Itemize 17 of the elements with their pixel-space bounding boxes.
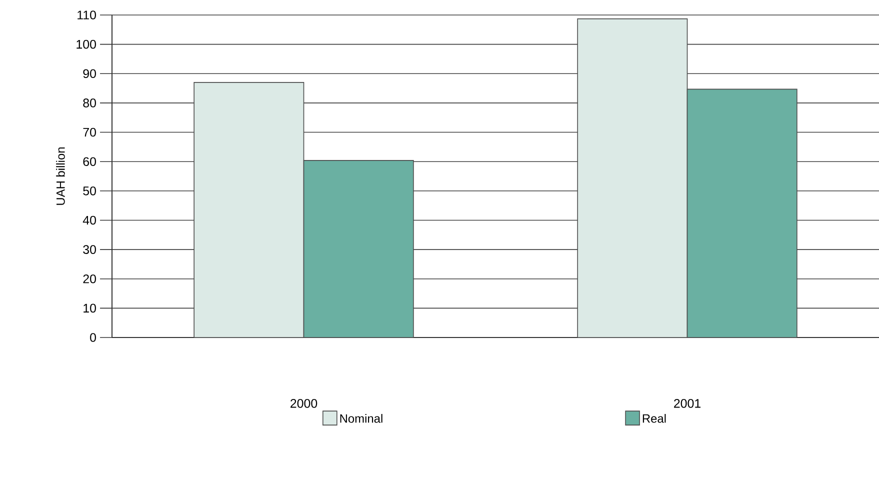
y-tick-label: 20 xyxy=(83,274,96,284)
y-tick-label: 80 xyxy=(83,98,96,108)
y-tick-label: 70 xyxy=(83,128,96,137)
legend-label: Nominal xyxy=(340,414,382,423)
y-tick-label: 50 xyxy=(83,186,96,196)
y-tick-label: 40 xyxy=(82,216,96,225)
y-axis-title: UAH billion xyxy=(56,147,65,205)
y-tick-label: 110 xyxy=(78,10,96,20)
x-tick-label: 2001 xyxy=(674,399,700,408)
x-tick-label: 2000 xyxy=(290,399,318,408)
y-tick-label: 10 xyxy=(84,304,96,313)
y-tick-label: 90 xyxy=(83,69,96,78)
y-tick-label: 60 xyxy=(83,157,96,166)
y-tick-label: 100 xyxy=(76,40,96,49)
y-tick-label: 30 xyxy=(83,245,96,254)
legend-label: Real xyxy=(642,414,666,423)
y-tick-label: 0 xyxy=(90,333,96,342)
